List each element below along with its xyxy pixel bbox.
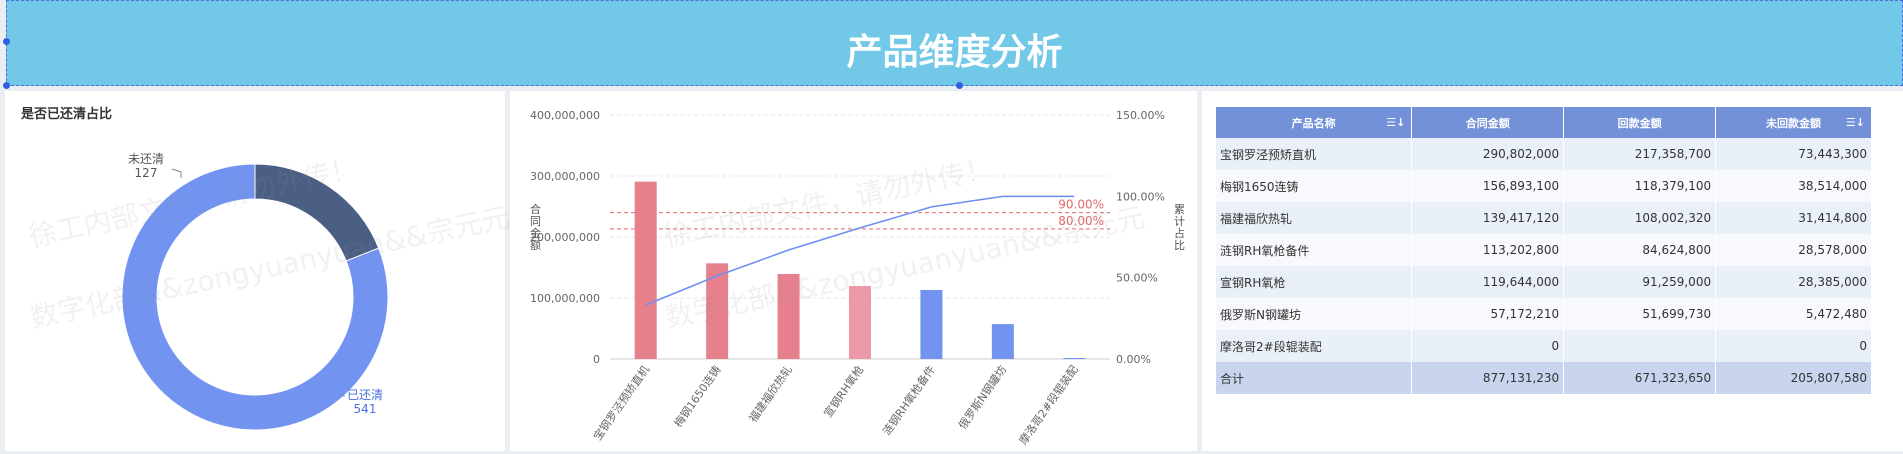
column-header-contract[interactable]: 合同金额 [1411, 107, 1565, 138]
left-tick-label: 300,000,000 [530, 170, 600, 183]
right-axis-title: 累计占比 [1174, 203, 1185, 252]
table-cell: 217,358,700 [1563, 138, 1717, 170]
right-tick-label: 0.00% [1116, 353, 1151, 366]
left-tick-label: 0 [593, 353, 600, 366]
table-cell: 宝钢罗泾预矫直机 [1216, 138, 1413, 170]
table-cell: 0 [1411, 330, 1565, 362]
category-label: 梅钢1650连铸 [671, 363, 724, 430]
table-cell: 57,172,210 [1411, 298, 1565, 330]
slice-cleared[interactable] [121, 163, 389, 431]
slice-value-uncleared: 127 [135, 166, 158, 180]
table-cell: 73,443,300 [1715, 138, 1872, 170]
table-row[interactable]: 梅钢1650连铸 156,893,100 118,379,100 38,514,000 [1216, 170, 1872, 202]
column-header-outstanding[interactable]: 未回款金额 ☰↓ [1715, 107, 1872, 138]
slice-label-uncleared: 未还清 [128, 152, 164, 166]
bar[interactable] [706, 263, 729, 359]
table-cell: 113,202,800 [1411, 234, 1565, 266]
data-table: 产品名称 ☰↓ 合同金额 回款金额 未回款金额 ☰↓ 宝钢罗泾预矫直机 290,802… [1216, 107, 1872, 394]
table-cell: 摩洛哥2#段辊装配 [1216, 330, 1413, 362]
resize-handle[interactable] [956, 82, 963, 89]
bar[interactable] [849, 286, 871, 359]
total-cell: 671,323,650 [1563, 362, 1717, 394]
right-tick-label: 150.00% [1116, 109, 1165, 122]
pareto-chart: 90.00% 80.00% 0 100,000,000 200,000,000 300,… [530, 109, 1185, 447]
bar[interactable] [920, 289, 943, 359]
table-cell: 28,578,000 [1715, 234, 1872, 266]
table-cell: 290,802,000 [1411, 138, 1565, 170]
category-label: 宣钢RH氧枪 [821, 363, 867, 420]
bar[interactable] [634, 181, 657, 359]
category-label: 涟钢RH氧枪备件 [879, 363, 937, 438]
category-label: 福建福欣热轧 [746, 363, 795, 425]
table-cell: 福建福欣热轧 [1216, 202, 1413, 234]
table-cell: 0 [1715, 330, 1872, 362]
table-row[interactable]: 福建福欣热轧 139,417,120 108,002,320 31,414,800 [1216, 202, 1872, 234]
table-cell [1563, 330, 1717, 362]
right-tick-label: 100.00% [1116, 190, 1165, 203]
table-row[interactable]: 涟钢RH氧枪备件 113,202,800 84,624,800 28,578,000 [1216, 234, 1872, 266]
table-cell: 156,893,100 [1411, 170, 1565, 202]
label-leader-line [171, 168, 182, 178]
left-axis-title: 合同金额 [530, 202, 541, 252]
page-title: 产品维度分析 [846, 32, 1063, 73]
table-cell: 108,002,320 [1563, 202, 1717, 234]
pareto-panel: 徐工内部文件，请勿外传！ 数字化部&&zongyuanyuan&&宗元元 90.… [510, 91, 1197, 451]
table-row[interactable]: 摩洛哥2#段辊装配 0 0 [1216, 330, 1872, 362]
category-label: 俄罗斯N钢罐坊 [955, 363, 1009, 432]
bar[interactable] [991, 324, 1014, 359]
table-cell: 涟钢RH氧枪备件 [1216, 234, 1413, 266]
reference-line-label: 90.00% [1058, 198, 1104, 212]
total-cell: 合计 [1216, 362, 1413, 394]
table-cell: 119,644,000 [1411, 266, 1565, 298]
table-cell: 139,417,120 [1411, 202, 1565, 234]
category-label: 摩洛哥2#段辊装配 [1016, 363, 1081, 447]
slice-label-cleared: 已还清 [347, 388, 383, 402]
table-cell: 118,379,100 [1563, 170, 1717, 202]
right-tick-label: 50.00% [1116, 272, 1158, 285]
cumulative-line [645, 195, 1075, 306]
table-row[interactable]: 俄罗斯N钢罐坊 57,172,210 51,699,730 5,472,480 [1216, 298, 1872, 330]
table-cell: 31,414,800 [1715, 202, 1872, 234]
slice-value-cleared: 541 [354, 402, 377, 416]
slice-uncleared[interactable] [254, 163, 380, 262]
table-total-row: 合计 877,131,230 671,323,650 205,807,580 [1216, 362, 1872, 394]
dashboard-header[interactable]: 产品维度分析 [6, 0, 1903, 86]
table-cell: 91,259,000 [1563, 266, 1717, 298]
table-cell: 梅钢1650连铸 [1216, 170, 1413, 202]
table-panel: 徐工内部文件，请勿外传！ 数字化部&&zongyuanyuan&&宗元元 产品名… [1202, 91, 1903, 451]
left-tick-label: 400,000,000 [530, 109, 600, 122]
bar[interactable] [777, 273, 800, 359]
left-tick-label: 200,000,000 [530, 231, 600, 244]
donut-chart: 未还清 127 已还清 541 [121, 152, 389, 431]
table-row[interactable]: 宝钢罗泾预矫直机 290,802,000 217,358,700 73,443,300 [1216, 138, 1872, 170]
donut-title: 是否已还清占比 [21, 107, 113, 122]
column-header-received[interactable]: 回款金额 [1563, 107, 1717, 138]
table-row[interactable]: 宣钢RH氧枪 119,644,000 91,259,000 28,385,000 [1216, 266, 1872, 298]
table-cell: 宣钢RH氧枪 [1216, 266, 1413, 298]
category-label: 宝钢罗泾预矫直机 [590, 363, 652, 443]
total-cell: 877,131,230 [1411, 362, 1565, 394]
left-tick-label: 100,000,000 [530, 292, 600, 305]
sort-icon[interactable]: ☰↓ [1845, 116, 1865, 129]
sort-icon[interactable]: ☰↓ [1386, 116, 1406, 129]
table-cell: 俄罗斯N钢罐坊 [1216, 298, 1413, 330]
label-leader-line [327, 386, 345, 397]
resize-handle[interactable] [3, 38, 10, 45]
table-cell: 84,624,800 [1563, 234, 1717, 266]
total-cell: 205,807,580 [1715, 362, 1872, 394]
bar[interactable] [1063, 358, 1086, 359]
column-header-product[interactable]: 产品名称 ☰↓ [1216, 107, 1413, 138]
table-cell: 51,699,730 [1563, 298, 1717, 330]
table-cell: 28,385,000 [1715, 266, 1872, 298]
table-cell: 5,472,480 [1715, 298, 1872, 330]
reference-line-label: 80.00% [1058, 214, 1104, 228]
donut-panel: 是否已还清占比 徐工内部文件，请勿外传！ 数字化部&&zongyuanyuan&… [5, 91, 513, 451]
table-cell: 38,514,000 [1715, 170, 1872, 202]
resize-handle[interactable] [3, 82, 10, 89]
